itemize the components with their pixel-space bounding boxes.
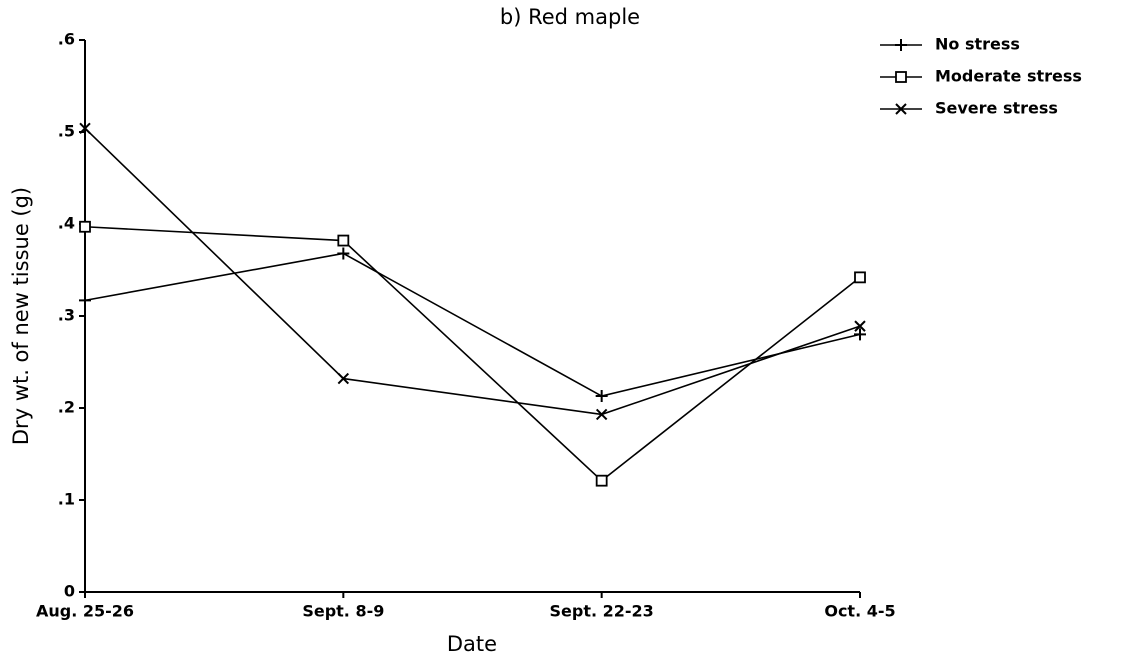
marker bbox=[854, 271, 866, 284]
y-tick-label: .5 bbox=[58, 122, 75, 141]
x-tick-label: Oct. 4-5 bbox=[824, 602, 895, 621]
y-tick-label: .6 bbox=[58, 30, 75, 49]
y-axis-label: Dry wt. of new tissue (g) bbox=[9, 187, 33, 445]
chart-title: b) Red maple bbox=[500, 5, 640, 29]
marker bbox=[337, 234, 350, 247]
x-axis-label: Date bbox=[447, 632, 497, 656]
marker bbox=[595, 474, 608, 487]
marker bbox=[337, 372, 350, 385]
x-tick-label: Sept. 8-9 bbox=[302, 602, 384, 621]
marker bbox=[895, 103, 907, 115]
marker bbox=[854, 328, 866, 341]
marker bbox=[79, 220, 91, 233]
marker bbox=[79, 122, 91, 135]
marker bbox=[895, 39, 907, 51]
legend-label: No stress bbox=[935, 35, 1020, 54]
series-line bbox=[84, 252, 861, 397]
marker bbox=[595, 390, 608, 403]
y-tick-label: .3 bbox=[58, 306, 75, 325]
x-tick-label: Aug. 25-26 bbox=[36, 602, 134, 621]
marker bbox=[595, 408, 608, 421]
y-tick-label: 0 bbox=[64, 582, 75, 601]
legend-label: Moderate stress bbox=[935, 67, 1082, 86]
marker bbox=[337, 247, 350, 260]
y-tick-label: .2 bbox=[58, 398, 75, 417]
x-tick-label: Sept. 22-23 bbox=[550, 602, 654, 621]
marker bbox=[854, 320, 866, 332]
marker bbox=[79, 294, 91, 307]
series-line bbox=[84, 225, 861, 482]
y-tick-label: .1 bbox=[58, 490, 75, 509]
y-tick-label: .4 bbox=[58, 214, 75, 233]
series-line bbox=[84, 127, 861, 416]
legend-label: Severe stress bbox=[935, 99, 1058, 118]
marker bbox=[895, 71, 907, 83]
